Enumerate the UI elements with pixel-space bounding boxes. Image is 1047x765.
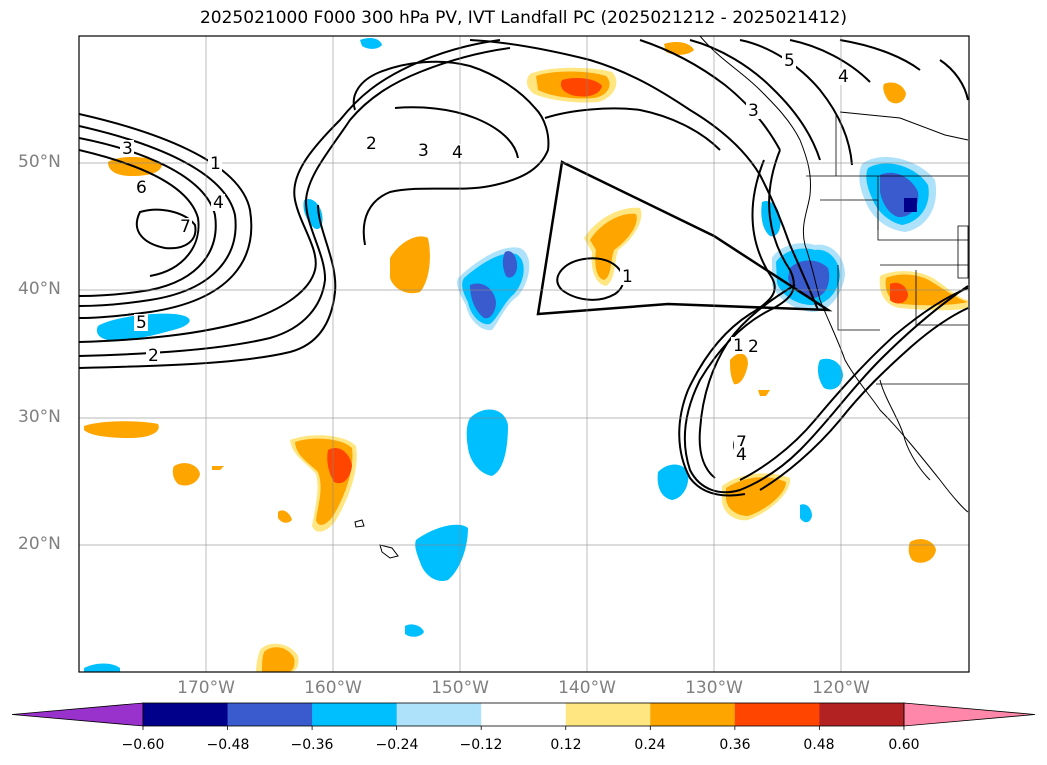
colorbar-tick-label: 0.12 xyxy=(550,737,582,753)
contour-label-background xyxy=(211,194,225,211)
coastlines xyxy=(354,36,969,559)
contour-label: 5 xyxy=(136,313,147,333)
contour-label-background xyxy=(746,338,760,355)
contour-label: 3 xyxy=(418,141,429,161)
colorbar-cell xyxy=(143,703,229,726)
contour-label-background xyxy=(416,142,430,159)
colorbar-tick-label: 0.60 xyxy=(888,737,920,753)
lon-label-140w: 140°W xyxy=(558,678,616,698)
figure-title: 2025021000 F000 300 hPa PV, IVT Landfall… xyxy=(199,8,847,28)
contour-label-background xyxy=(620,268,634,285)
contour-label: 4 xyxy=(736,445,747,465)
colorbar-tick-label: −0.36 xyxy=(290,737,334,753)
contour-label-background xyxy=(746,102,760,119)
colorbar xyxy=(11,702,1036,730)
colorbar-cell xyxy=(227,703,313,726)
lon-label-150w: 150°W xyxy=(431,678,489,698)
contour-label: 1 xyxy=(622,267,633,287)
colorbar-tick-label: 0.36 xyxy=(719,737,751,753)
colorbar-tick-label: −0.24 xyxy=(375,737,419,753)
lat-label-40n: 40°N xyxy=(18,279,61,299)
map-frame xyxy=(78,35,970,673)
contour-label-background xyxy=(734,446,748,463)
contour-label-background xyxy=(450,144,464,161)
contour-label: 1 xyxy=(210,154,221,174)
contour-label: 4 xyxy=(838,67,849,87)
contour-label-background xyxy=(364,135,378,152)
lon-label-170w: 170°W xyxy=(177,678,235,698)
contour-label: 7 xyxy=(180,217,191,237)
contour-label: 3 xyxy=(748,101,759,121)
landfall-region-box xyxy=(536,160,833,316)
contour-label-background xyxy=(134,314,148,331)
lon-label-130w: 130°W xyxy=(685,678,743,698)
contour-label: 2 xyxy=(748,337,759,357)
contour-label-background xyxy=(146,347,160,364)
contour-label: 7 xyxy=(736,433,747,453)
contour-label-background xyxy=(120,140,134,157)
lat-label-30n: 30°N xyxy=(18,407,61,427)
contour-label: 5 xyxy=(784,51,795,71)
colorbar-tick-label: −0.48 xyxy=(206,737,250,753)
contour-label-background xyxy=(134,179,148,196)
colorbar-cell xyxy=(650,703,736,726)
gridlines xyxy=(79,36,969,672)
contour-label: 1 xyxy=(733,336,744,356)
colorbar-cell xyxy=(312,703,398,726)
colorbar-cell xyxy=(734,703,820,726)
colorbar-cell xyxy=(819,703,905,726)
political-boundaries xyxy=(806,115,969,385)
contour-label-background xyxy=(178,218,192,235)
lon-label-120w: 120°W xyxy=(812,678,870,698)
contour-label: 4 xyxy=(452,143,463,163)
colorbar-tick-label: 0.48 xyxy=(803,737,835,753)
contour-label-background xyxy=(731,337,745,354)
lat-label-50n: 50°N xyxy=(18,152,61,172)
pv-anomaly-fills xyxy=(84,37,968,672)
contour-label: 6 xyxy=(136,178,147,198)
lon-label-160w: 160°W xyxy=(304,678,362,698)
contour-label: 3 xyxy=(122,139,133,159)
contour-label: 2 xyxy=(366,134,377,154)
lat-label-20n: 20°N xyxy=(18,534,61,554)
colorbar-cell xyxy=(481,703,567,726)
colorbar-cell xyxy=(396,703,482,726)
colorbar-cell xyxy=(565,703,651,726)
colorbar-tick-label: −0.60 xyxy=(121,737,165,753)
colorbar-tick-label: −0.12 xyxy=(459,737,503,753)
colorbar-extend-max xyxy=(903,702,1036,727)
colorbar-tick-label: 0.24 xyxy=(634,737,666,753)
contour-label: 2 xyxy=(148,346,159,366)
contour-label-background xyxy=(208,155,222,172)
contour-label: 4 xyxy=(213,193,224,213)
contour-label-background xyxy=(836,68,850,85)
pv-contours xyxy=(79,39,969,497)
contour-label-background xyxy=(782,52,796,69)
colorbar-extend-min xyxy=(11,702,144,727)
